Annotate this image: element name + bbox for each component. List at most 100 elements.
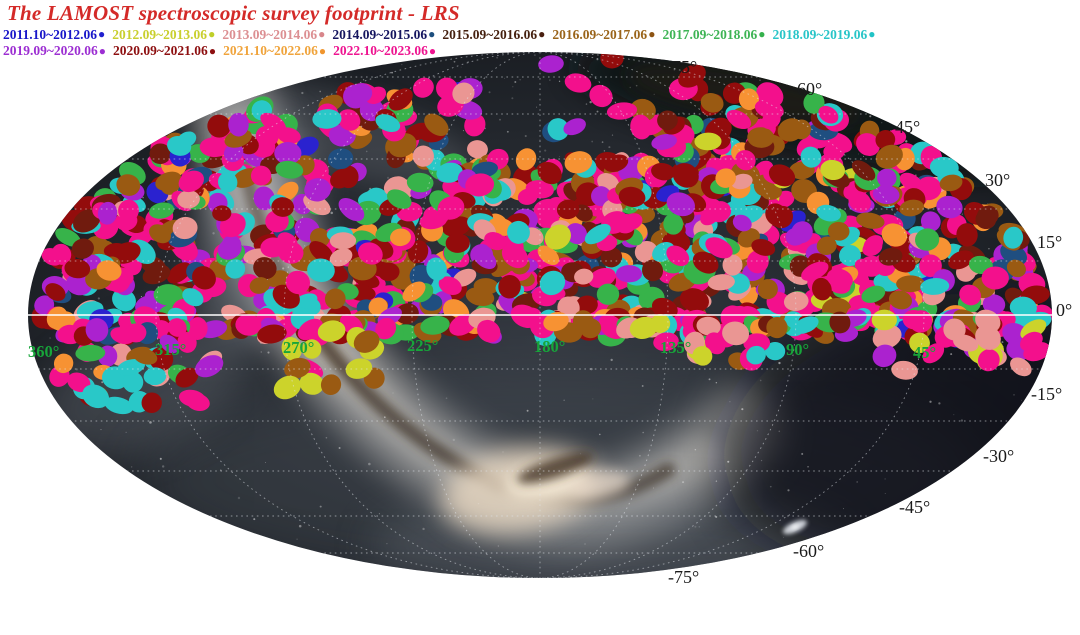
footprint-blob bbox=[909, 310, 933, 333]
footprint-blob bbox=[565, 223, 588, 245]
footprint-blob bbox=[304, 178, 331, 202]
footprint-blob bbox=[653, 332, 679, 352]
ra-label: 135° bbox=[660, 338, 691, 357]
footprint-blob bbox=[544, 224, 571, 250]
ra-label: 180° bbox=[534, 337, 565, 356]
footprint-blob bbox=[939, 174, 963, 192]
legend-item-y2017: 2017.09~2018.06● bbox=[662, 27, 765, 42]
footprint-blob bbox=[851, 160, 876, 181]
footprint-blob bbox=[122, 371, 144, 393]
footprint-blob bbox=[803, 91, 825, 114]
footprint-blob bbox=[228, 112, 249, 137]
footprint-blob bbox=[330, 168, 353, 189]
footprint-blob bbox=[783, 291, 809, 312]
footprint-blob bbox=[735, 150, 756, 171]
footprint-blob bbox=[678, 64, 706, 88]
footprint-blob bbox=[275, 160, 304, 179]
footprint-blob bbox=[818, 105, 839, 124]
footprint-blob bbox=[426, 257, 447, 281]
footprint-blob bbox=[307, 258, 335, 282]
legend-label: 2016.09~2017.06 bbox=[552, 26, 648, 42]
footprint-blob bbox=[959, 284, 981, 306]
footprint-blob bbox=[704, 332, 726, 355]
footprint-blob bbox=[977, 349, 1000, 372]
footprint-blob bbox=[956, 223, 978, 247]
dec-label: -15° bbox=[1031, 384, 1062, 404]
legend-dot-icon: ● bbox=[428, 43, 437, 58]
footprint-blob bbox=[125, 323, 147, 343]
footprint-blob bbox=[217, 238, 242, 260]
footprint-blob bbox=[498, 275, 521, 299]
dec-label: -45° bbox=[899, 497, 930, 517]
footprint-blob bbox=[811, 277, 832, 301]
footprint-blob bbox=[663, 213, 684, 235]
footprint-blob bbox=[816, 236, 837, 255]
footprint-blob bbox=[260, 112, 287, 133]
ra-axis-labels: 360° 315° 270° 225° 180° 135° 90° 45° bbox=[28, 336, 936, 362]
footprint-blob bbox=[738, 88, 759, 111]
footprint-blob bbox=[67, 372, 91, 393]
footprint-blob bbox=[177, 190, 200, 209]
footprint-blob bbox=[329, 232, 357, 250]
legend-item-y2016: 2016.09~2017.06● bbox=[552, 27, 655, 42]
dec-label: 45° bbox=[895, 117, 920, 137]
footprint-blob bbox=[596, 283, 620, 305]
footprint-blob bbox=[651, 162, 675, 181]
footprint-blob bbox=[827, 221, 850, 241]
footprint-blob bbox=[929, 156, 959, 178]
footprint-blob bbox=[726, 109, 752, 129]
footprint-blob bbox=[235, 314, 262, 336]
footprint-blob bbox=[920, 211, 941, 232]
footprint-blob bbox=[75, 344, 106, 362]
footprint-blob bbox=[249, 277, 270, 294]
ra-label: 360° bbox=[28, 342, 59, 361]
footprint-blob bbox=[358, 242, 383, 265]
legend-label: 2013.09~2014.06 bbox=[222, 26, 318, 42]
footprint-blob bbox=[747, 127, 775, 148]
footprint-blob bbox=[641, 259, 664, 282]
footprint-blob bbox=[395, 303, 419, 325]
footprint-blob bbox=[707, 274, 735, 291]
footprint-blob bbox=[445, 233, 470, 253]
footprint-blob bbox=[543, 311, 569, 332]
footprint-blob bbox=[1006, 259, 1026, 278]
footprint-blob bbox=[285, 270, 311, 295]
footprint-blob bbox=[452, 82, 475, 105]
footprint-blob bbox=[317, 320, 346, 342]
footprint-blob bbox=[861, 285, 886, 303]
footprint-blob bbox=[899, 172, 923, 192]
footprint-blob bbox=[563, 118, 586, 136]
footprint-blob bbox=[538, 55, 564, 73]
footprint-blob bbox=[477, 319, 501, 343]
footprint-blob bbox=[182, 288, 204, 307]
footprint-blob bbox=[253, 257, 277, 280]
footprint-blob bbox=[630, 114, 652, 140]
footprint-blob bbox=[338, 197, 365, 222]
footprint-blob bbox=[438, 276, 462, 295]
legend-item-y2021: 2021.10~2022.06● bbox=[223, 43, 326, 58]
footprint-blob bbox=[388, 88, 413, 111]
footprint-blob bbox=[167, 136, 192, 156]
footprint-blob bbox=[829, 311, 851, 334]
footprint-blob bbox=[589, 84, 613, 108]
footprint-blob bbox=[692, 346, 713, 366]
footprint-blobs bbox=[31, 52, 1052, 415]
dec-label: 0° bbox=[1056, 300, 1072, 320]
footprint-blob bbox=[159, 334, 180, 354]
footprint-blob bbox=[402, 281, 426, 302]
dec-label: -60° bbox=[793, 541, 824, 561]
footprint-blob bbox=[112, 288, 136, 312]
legend: 2011.10~2012.06● 2012.09~2013.06● 2013.09~… bbox=[3, 26, 883, 59]
footprint-blob bbox=[155, 171, 182, 191]
footprint-blob bbox=[419, 212, 448, 230]
legend-dot-icon: ● bbox=[208, 43, 217, 58]
dec-label: 30° bbox=[985, 170, 1010, 190]
footprint-blob bbox=[891, 360, 918, 380]
footprint-blob bbox=[615, 265, 643, 283]
legend-dot-icon: ● bbox=[98, 27, 106, 41]
footprint-blob bbox=[700, 93, 724, 113]
footprint-blob bbox=[413, 77, 434, 98]
footprint-blob bbox=[591, 186, 612, 207]
legend-dot-icon: ● bbox=[758, 27, 766, 41]
figure-title: The LAMOST spectroscopic survey footprin… bbox=[7, 1, 460, 25]
